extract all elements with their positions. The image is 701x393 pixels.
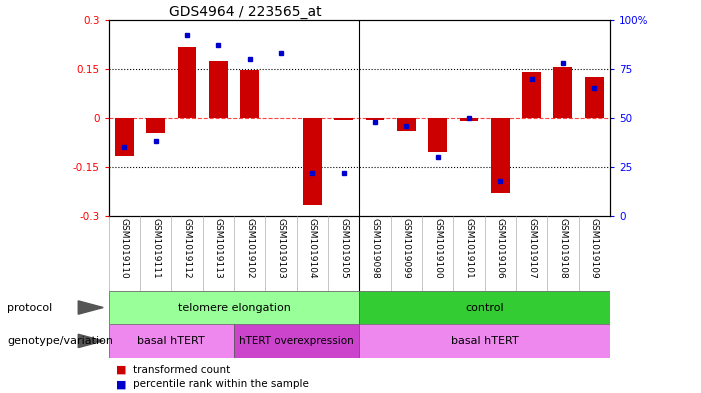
Bar xyxy=(365,118,384,119)
Text: GSM1019102: GSM1019102 xyxy=(245,219,254,279)
Text: GSM1019103: GSM1019103 xyxy=(276,219,285,279)
Text: GSM1019108: GSM1019108 xyxy=(559,219,567,279)
Text: GDS4964 / 223565_at: GDS4964 / 223565_at xyxy=(169,5,322,18)
Text: genotype/variation: genotype/variation xyxy=(7,336,113,346)
Text: percentile rank within the sample: percentile rank within the sample xyxy=(133,379,309,389)
Bar xyxy=(360,291,610,324)
Polygon shape xyxy=(79,334,103,348)
Bar xyxy=(334,118,353,119)
Text: ■: ■ xyxy=(116,379,126,389)
Bar xyxy=(491,118,510,193)
Text: GSM1019099: GSM1019099 xyxy=(402,219,411,279)
Text: protocol: protocol xyxy=(7,303,53,312)
Text: GSM1019111: GSM1019111 xyxy=(151,219,160,279)
Text: GSM1019100: GSM1019100 xyxy=(433,219,442,279)
Bar xyxy=(585,77,604,118)
Bar xyxy=(240,70,259,118)
Text: GSM1019109: GSM1019109 xyxy=(590,219,599,279)
Text: GSM1019110: GSM1019110 xyxy=(120,219,129,279)
Text: basal hTERT: basal hTERT xyxy=(451,336,519,346)
Text: GSM1019107: GSM1019107 xyxy=(527,219,536,279)
Bar xyxy=(428,118,447,152)
Bar xyxy=(522,72,541,118)
Bar xyxy=(303,118,322,205)
Bar xyxy=(397,118,416,131)
Text: hTERT overexpression: hTERT overexpression xyxy=(239,336,354,346)
Text: GSM1019105: GSM1019105 xyxy=(339,219,348,279)
Text: ■: ■ xyxy=(116,365,126,375)
Bar xyxy=(360,324,610,358)
Text: GSM1019112: GSM1019112 xyxy=(182,219,191,279)
Bar xyxy=(109,291,360,324)
Bar xyxy=(554,67,572,118)
Bar xyxy=(109,324,234,358)
Text: GSM1019106: GSM1019106 xyxy=(496,219,505,279)
Text: GSM1019104: GSM1019104 xyxy=(308,219,317,279)
Bar xyxy=(115,118,134,156)
Text: telomere elongation: telomere elongation xyxy=(177,303,290,312)
Text: GSM1019098: GSM1019098 xyxy=(370,219,379,279)
Text: GSM1019113: GSM1019113 xyxy=(214,219,223,279)
Bar xyxy=(209,61,228,118)
Bar xyxy=(460,118,478,121)
Bar xyxy=(147,118,165,133)
Text: control: control xyxy=(465,303,504,312)
Polygon shape xyxy=(79,301,103,314)
Text: transformed count: transformed count xyxy=(133,365,231,375)
Bar xyxy=(234,324,360,358)
Text: basal hTERT: basal hTERT xyxy=(137,336,205,346)
Bar xyxy=(177,48,196,118)
Text: GSM1019101: GSM1019101 xyxy=(464,219,473,279)
